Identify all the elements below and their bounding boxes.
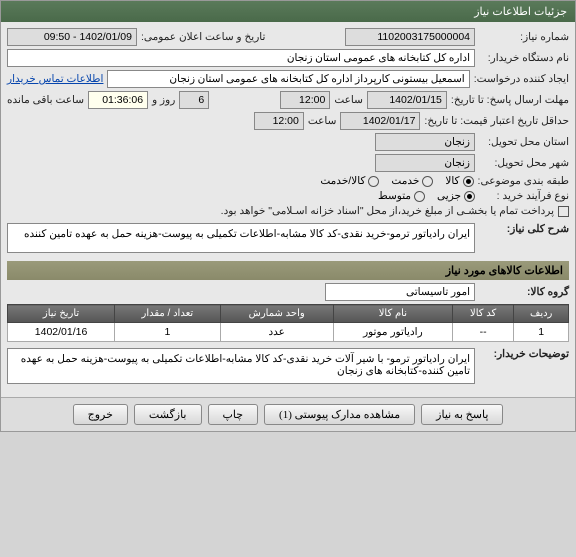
table-row[interactable]: 1 -- رادیاتور موتور عدد 1 1402/01/16 xyxy=(8,323,569,342)
radio-goods[interactable] xyxy=(463,176,474,187)
label-day-and: روز و xyxy=(152,94,175,106)
label-process: نوع فرآیند خرید : xyxy=(479,190,569,202)
th-row: ردیف xyxy=(514,305,569,323)
label-goods-group: گروه کالا: xyxy=(479,286,569,298)
radio-medium[interactable] xyxy=(414,191,425,202)
label-province: استان محل تحویل: xyxy=(479,136,569,148)
value-time-remain: 01:36:06 xyxy=(88,91,148,109)
value-city: زنجان xyxy=(375,154,475,172)
payment-checkbox[interactable] xyxy=(558,206,569,217)
table-header-row: ردیف کد کالا نام کالا واحد شمارش تعداد /… xyxy=(8,305,569,323)
label-request-no: شماره نیاز: xyxy=(479,31,569,43)
contact-info-link[interactable]: اطلاعات تماس خریدار xyxy=(7,73,103,85)
process-radio-group: جزیی متوسط xyxy=(378,190,475,202)
value-price-time: 12:00 xyxy=(254,112,304,130)
category-radio-group: کالا خدمت کالا/خدمت xyxy=(320,175,473,187)
label-category: طبقه بندی موضوعی: xyxy=(478,175,569,187)
cell-name: رادیاتور موتور xyxy=(333,323,452,342)
label-general-desc: شرح کلی نیاز: xyxy=(479,223,569,235)
buyer-notes-box: ایران رادیاتور ترمو- با شیر آلات خرید نق… xyxy=(7,348,475,384)
label-creator: ایجاد کننده درخواست: xyxy=(474,73,569,85)
value-province: زنجان xyxy=(375,133,475,151)
value-reply-time: 12:00 xyxy=(280,91,330,109)
th-unit: واحد شمارش xyxy=(220,305,333,323)
value-days: 6 xyxy=(179,91,209,109)
label-hour1: ساعت xyxy=(334,94,363,106)
th-date: تاریخ نیاز xyxy=(8,305,115,323)
radio-partial-label: جزیی xyxy=(437,190,461,202)
value-announce-date: 1402/01/09 - 09:50 xyxy=(7,28,137,46)
back-button[interactable]: بازگشت xyxy=(134,404,202,425)
goods-section-header: اطلاعات کالاهای مورد نیاز xyxy=(7,261,569,280)
radio-medium-label: متوسط xyxy=(378,190,411,202)
radio-gs-label: کالا/خدمت xyxy=(320,175,365,187)
label-reply-deadline: مهلت ارسال پاسخ: تا تاریخ: xyxy=(451,94,569,106)
radio-service-label: خدمت xyxy=(391,175,419,187)
label-remaining: ساعت باقی مانده xyxy=(7,94,84,106)
label-price-validity: حداقل تاریخ اعتبار قیمت: تا تاریخ: xyxy=(424,115,569,127)
th-qty: تعداد / مقدار xyxy=(115,305,221,323)
form-content: شماره نیاز: 1102003175000004 تاریخ و ساع… xyxy=(1,22,575,397)
reply-button[interactable]: پاسخ به نیاز xyxy=(421,404,503,425)
radio-goods-service[interactable] xyxy=(368,176,379,187)
th-code: کد کالا xyxy=(452,305,513,323)
value-goods-group[interactable] xyxy=(325,283,475,301)
cell-qty: 1 xyxy=(115,323,221,342)
label-hour2: ساعت xyxy=(308,115,337,127)
window-titlebar: جزئیات اطلاعات نیاز xyxy=(1,1,575,22)
label-city: شهر محل تحویل: xyxy=(479,157,569,169)
details-window: جزئیات اطلاعات نیاز شماره نیاز: 11020031… xyxy=(0,0,576,432)
value-request-no: 1102003175000004 xyxy=(345,28,475,46)
cell-unit: عدد xyxy=(220,323,333,342)
radio-partial[interactable] xyxy=(464,191,475,202)
label-buyer-notes: توضیحات خریدار: xyxy=(479,348,569,360)
print-button[interactable]: چاپ xyxy=(208,404,259,425)
cell-code: -- xyxy=(452,323,513,342)
radio-service[interactable] xyxy=(422,176,433,187)
label-buyer-org: نام دستگاه خریدار: xyxy=(479,52,569,64)
value-reply-date: 1402/01/15 xyxy=(367,91,447,109)
attachments-button[interactable]: مشاهده مدارک پیوستی (1) xyxy=(264,404,415,425)
goods-table: ردیف کد کالا نام کالا واحد شمارش تعداد /… xyxy=(7,304,569,342)
general-desc-box: ایران رادیاتور ترمو-خرید نقدی-کد کالا مش… xyxy=(7,223,475,253)
radio-goods-label: کالا xyxy=(445,175,459,187)
payment-note: پرداخت تمام یا بخشـی از مبلغ خرید،از محل… xyxy=(221,205,554,217)
label-announce-date: تاریخ و ساعت اعلان عمومی: xyxy=(141,31,265,43)
value-creator[interactable] xyxy=(107,70,469,88)
cell-row: 1 xyxy=(514,323,569,342)
th-name: نام کالا xyxy=(333,305,452,323)
cell-date: 1402/01/16 xyxy=(8,323,115,342)
button-bar: پاسخ به نیاز مشاهده مدارک پیوستی (1) چاپ… xyxy=(1,397,575,431)
value-price-date: 1402/01/17 xyxy=(340,112,420,130)
exit-button[interactable]: خروج xyxy=(73,404,128,425)
value-buyer-org[interactable] xyxy=(7,49,475,67)
